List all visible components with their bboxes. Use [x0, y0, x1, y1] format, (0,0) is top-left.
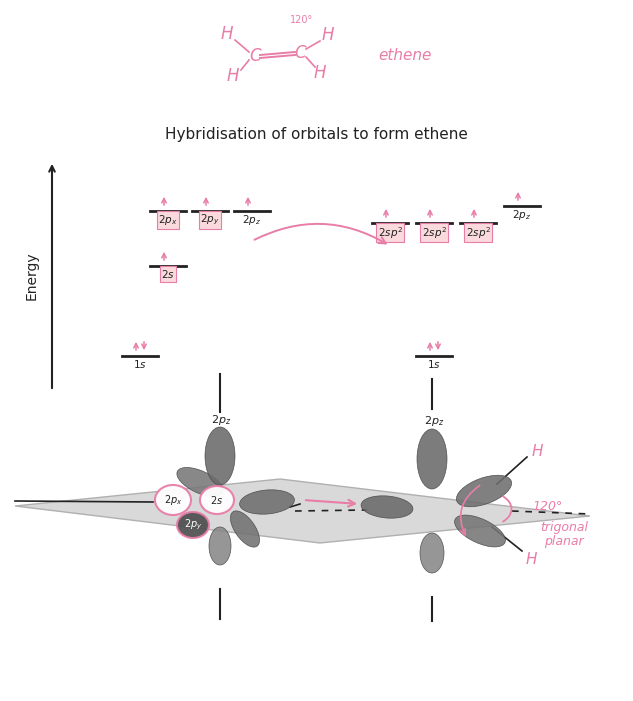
Ellipse shape	[420, 533, 444, 573]
Text: $2s$: $2s$	[210, 494, 223, 506]
Text: $2p_x$: $2p_x$	[164, 493, 182, 507]
Text: planar: planar	[544, 536, 584, 548]
Text: $2s$: $2s$	[161, 268, 175, 280]
Text: Hybridisation of orbitals to form ethene: Hybridisation of orbitals to form ethene	[165, 126, 467, 142]
Text: $2p_y$: $2p_y$	[184, 518, 202, 532]
Text: H: H	[322, 26, 334, 44]
Text: C: C	[294, 44, 306, 62]
Text: C: C	[249, 47, 261, 65]
Ellipse shape	[417, 429, 447, 489]
Text: Energy: Energy	[25, 252, 39, 300]
Ellipse shape	[205, 427, 235, 485]
Text: $2p_x$: $2p_x$	[158, 213, 178, 227]
Text: H: H	[227, 67, 239, 85]
Ellipse shape	[200, 486, 234, 514]
Ellipse shape	[177, 512, 209, 538]
Ellipse shape	[177, 468, 223, 496]
Text: trigonal: trigonal	[540, 521, 588, 533]
Ellipse shape	[454, 515, 505, 547]
Text: $2p_z$: $2p_z$	[424, 414, 444, 428]
Text: $1s$: $1s$	[427, 358, 441, 370]
Text: $2p_y$: $2p_y$	[200, 213, 220, 227]
Text: ethene: ethene	[378, 48, 431, 64]
Text: $2sp^2$: $2sp^2$	[465, 225, 491, 241]
Ellipse shape	[230, 511, 260, 547]
Text: H: H	[532, 444, 544, 458]
Text: $2p_z$: $2p_z$	[242, 213, 261, 227]
Text: H: H	[314, 64, 326, 82]
Text: $1s$: $1s$	[133, 358, 147, 370]
Ellipse shape	[239, 490, 294, 515]
Ellipse shape	[155, 485, 191, 515]
Ellipse shape	[209, 527, 231, 565]
Text: H: H	[526, 552, 537, 566]
Text: 120°: 120°	[532, 501, 562, 514]
Text: $2sp^2$: $2sp^2$	[422, 225, 446, 241]
Polygon shape	[15, 479, 590, 543]
Ellipse shape	[361, 496, 413, 518]
Text: H: H	[221, 25, 233, 43]
Text: $2sp^2$: $2sp^2$	[377, 225, 403, 241]
Ellipse shape	[456, 475, 511, 507]
Text: 120°: 120°	[291, 15, 313, 25]
Text: $2p_z$: $2p_z$	[513, 208, 532, 222]
Text: $2p_z$: $2p_z$	[211, 413, 231, 427]
